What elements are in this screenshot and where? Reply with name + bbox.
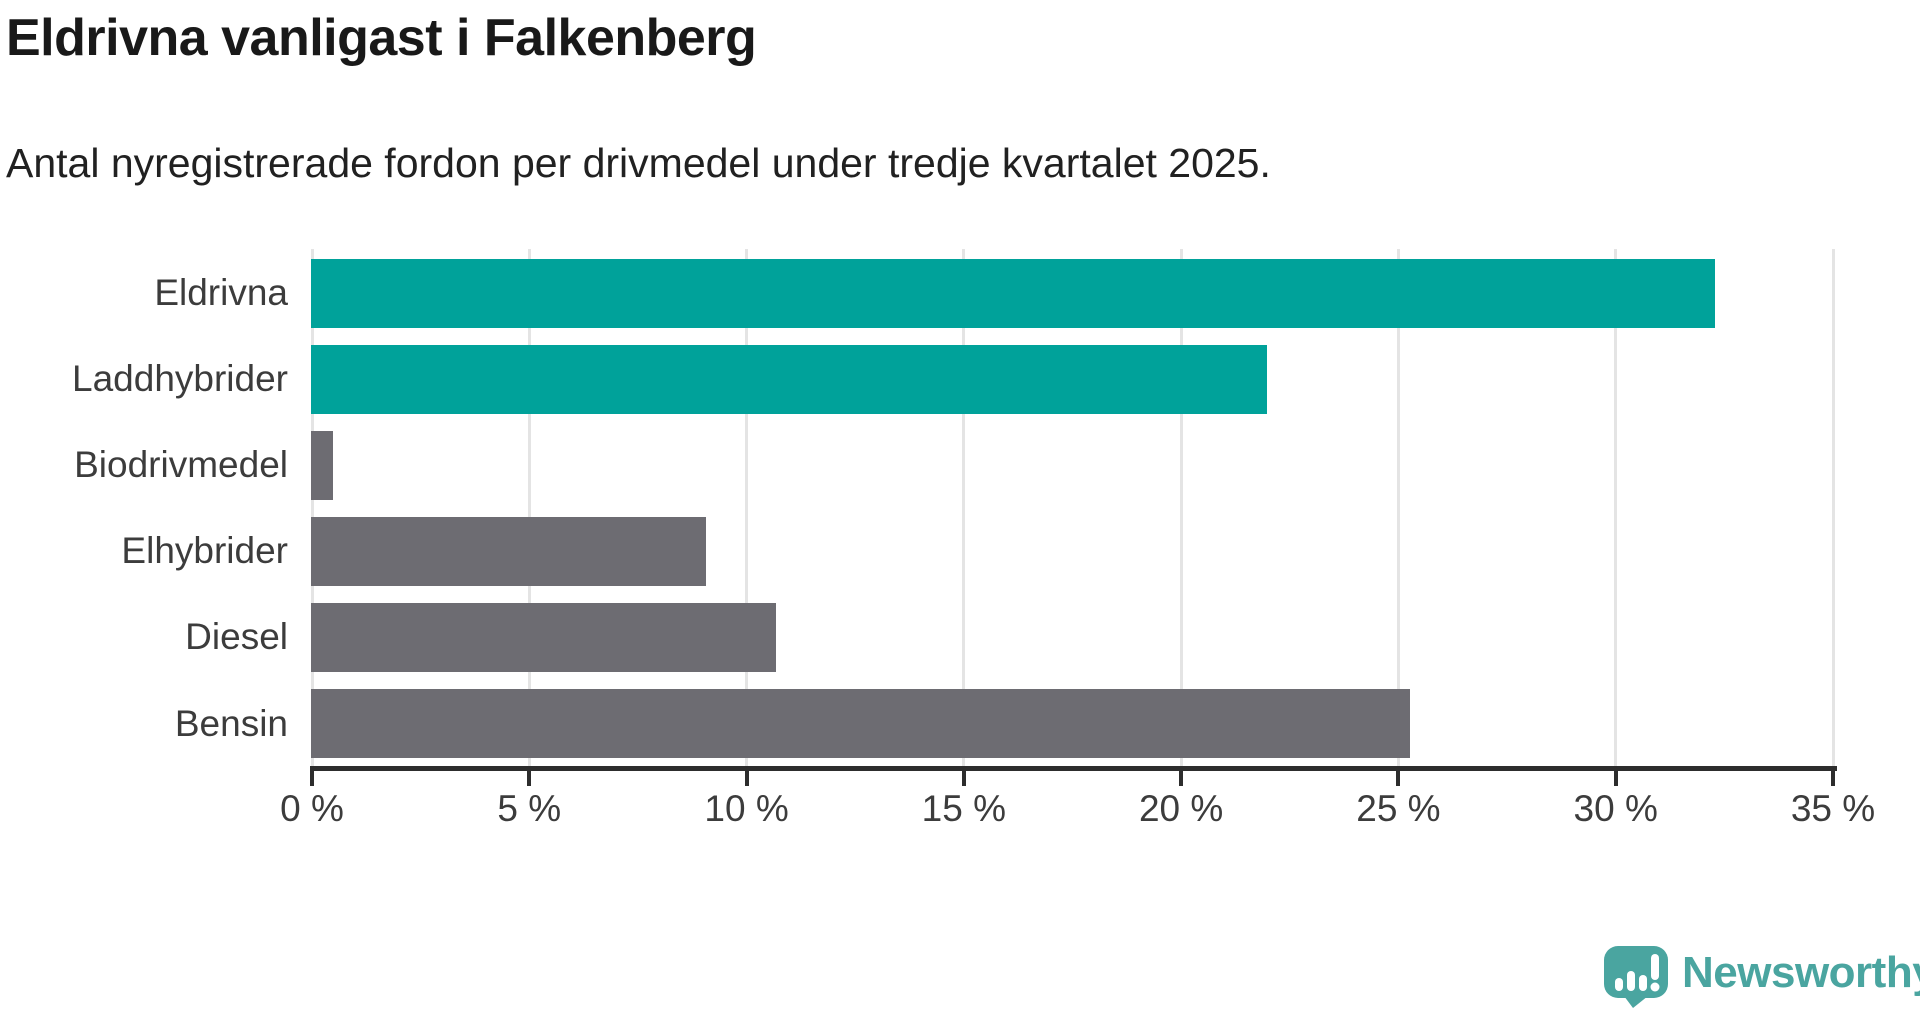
category-label-elhybrider: Elhybrider bbox=[121, 530, 288, 572]
x-tick-0-percent bbox=[310, 771, 314, 786]
bar-biodrivmedel bbox=[311, 430, 333, 500]
chart-title: Eldrivna vanligast i Falkenberg bbox=[6, 9, 757, 67]
x-tick-10-percent bbox=[744, 771, 749, 786]
x-tick-label-25-percent: 25 % bbox=[1356, 788, 1441, 829]
x-tick-5-percent bbox=[527, 771, 532, 786]
newsworthy-logo-text: Newsworthy bbox=[1682, 948, 1920, 997]
gridline-15-percent bbox=[962, 249, 966, 766]
x-tick-label-15-percent: 15 % bbox=[921, 788, 1007, 829]
gridline-20-percent bbox=[1179, 249, 1183, 766]
bar-elhybrider bbox=[311, 516, 707, 586]
x-tick-label-30-percent: 30 % bbox=[1573, 788, 1658, 829]
x-tick-15-percent bbox=[961, 771, 966, 786]
x-tick-label-10-percent: 10 % bbox=[704, 788, 789, 829]
gridline-30-percent bbox=[1614, 249, 1618, 766]
x-tick-label-0-percent: 0 % bbox=[280, 788, 344, 829]
newsworthy-logo: Newsworthy bbox=[1604, 946, 1920, 1008]
gridline-25-percent bbox=[1396, 249, 1400, 766]
x-tick-35-percent bbox=[1831, 771, 1835, 786]
x-tick-25-percent bbox=[1396, 771, 1401, 786]
category-label-bensin: Bensin bbox=[174, 702, 288, 744]
gridline-0-percent bbox=[310, 249, 314, 766]
category-label-eldrivna: Eldrivna bbox=[154, 272, 288, 313]
x-tick-label-20-percent: 20 % bbox=[1138, 788, 1224, 829]
bar-diesel bbox=[311, 602, 776, 672]
gridline-5-percent bbox=[527, 249, 531, 766]
bar-eldrivna bbox=[311, 258, 1715, 328]
x-tick-20-percent bbox=[1179, 771, 1184, 786]
chart-subtitle: Antal nyregistrerade fordon per drivmede… bbox=[6, 140, 1271, 186]
x-tick-30-percent bbox=[1613, 771, 1618, 786]
category-label-diesel: Diesel bbox=[185, 616, 288, 658]
bar-bensin bbox=[311, 689, 1411, 758]
category-label-laddhybrider: Laddhybrider bbox=[72, 358, 288, 400]
x-axis-line bbox=[310, 766, 1837, 771]
gridline-35-percent bbox=[1831, 249, 1835, 766]
category-label-biodrivmedel: Biodrivmedel bbox=[74, 444, 288, 486]
gridline-10-percent bbox=[745, 249, 749, 766]
x-tick-label-5-percent: 5 % bbox=[497, 788, 562, 829]
x-tick-label-35-percent: 35 % bbox=[1790, 788, 1876, 829]
newsworthy-logo-icon bbox=[1604, 946, 1668, 1008]
bar-laddhybrider bbox=[311, 344, 1268, 414]
